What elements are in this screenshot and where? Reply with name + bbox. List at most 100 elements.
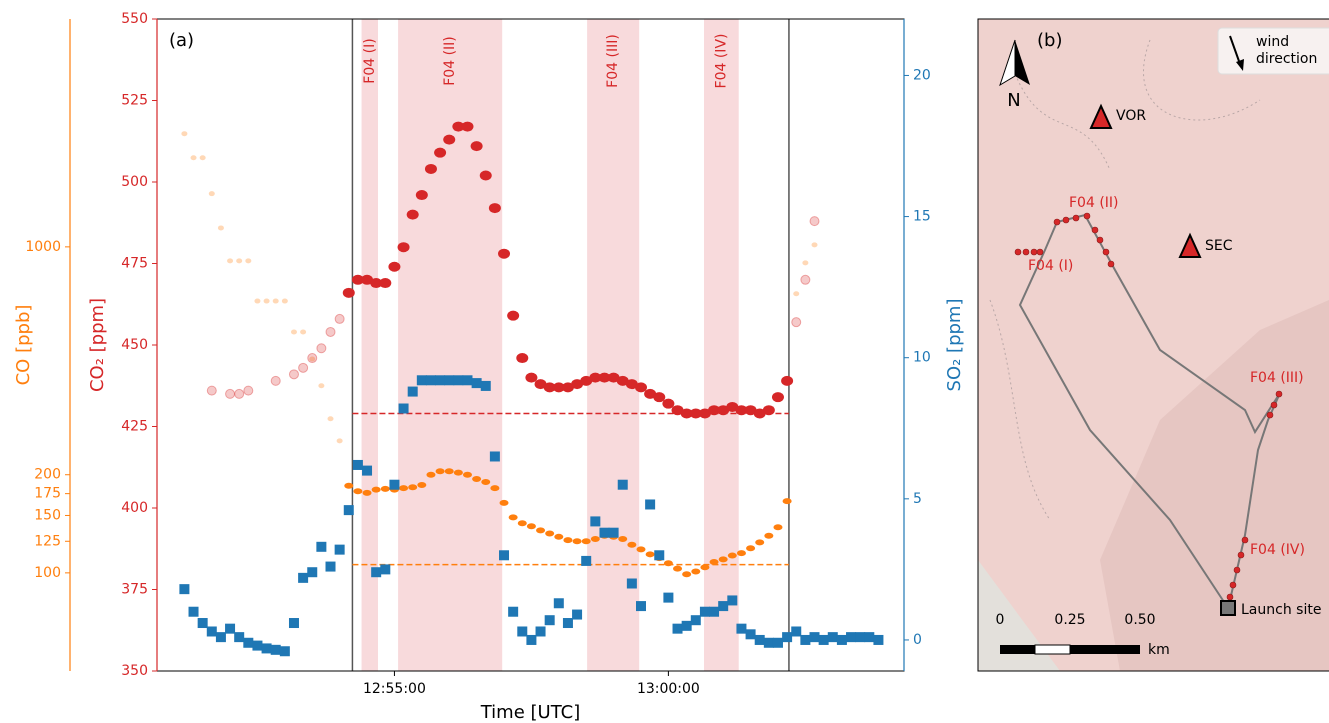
so2-point <box>380 564 390 574</box>
co-point <box>710 559 719 565</box>
co-point <box>328 416 334 421</box>
co-point <box>353 488 362 494</box>
co-point <box>218 225 224 230</box>
flight-label: F04 (IV) <box>713 34 729 89</box>
y-tick-label: 550 <box>121 11 148 27</box>
co2-point <box>498 249 510 259</box>
flight-label: F04 (IV) <box>1250 542 1305 558</box>
y3-tick-label: 1000 <box>25 239 61 255</box>
so2-point <box>855 632 865 642</box>
co-point <box>719 556 728 562</box>
co2-point <box>335 314 344 323</box>
so2-point <box>782 632 792 642</box>
so2-point <box>572 610 582 620</box>
co2-point <box>289 370 298 379</box>
so2-point <box>262 643 272 653</box>
y-tick-label: 500 <box>121 174 148 190</box>
y-tick-label: 475 <box>121 256 148 272</box>
co2-point <box>343 288 355 298</box>
so2-point <box>828 632 838 642</box>
co-point <box>209 191 215 196</box>
co2-point <box>308 354 317 363</box>
so2-point <box>627 579 637 589</box>
co-point <box>802 260 808 265</box>
so2-point <box>307 567 317 577</box>
co-point <box>318 383 324 388</box>
so2-point <box>517 626 527 636</box>
y-axis-label: CO₂ [ppm] <box>87 298 108 392</box>
co-point <box>463 472 472 478</box>
x-tick-label: 12:55:00 <box>363 681 426 697</box>
y-tick-label: 375 <box>121 582 148 598</box>
co-point <box>500 500 509 506</box>
y-tick-label: 400 <box>121 500 148 516</box>
co-point <box>746 545 755 551</box>
co2-point <box>763 405 775 415</box>
co-point <box>509 514 518 520</box>
so2-point <box>326 562 336 572</box>
co2-point <box>271 376 280 385</box>
co2-point <box>781 376 793 386</box>
co2-point <box>434 148 446 158</box>
co2-point <box>244 386 253 395</box>
so2-point <box>335 545 345 555</box>
so2-point <box>389 480 399 490</box>
map: (b) N wind direction VOR SEC F04 (I) F04… <box>978 19 1329 671</box>
so2-point <box>755 635 765 645</box>
so2-point <box>271 645 281 655</box>
y3-tick-label: 200 <box>34 467 61 483</box>
so2-point <box>563 618 573 628</box>
co-point <box>793 291 799 296</box>
flight-label: F04 (II) <box>1069 195 1119 211</box>
north-label: N <box>1007 90 1020 111</box>
co2-point <box>480 170 492 180</box>
so2-point <box>179 584 189 594</box>
co2-point <box>207 386 216 395</box>
y-tick-label: 350 <box>121 663 148 679</box>
co-point <box>454 470 463 476</box>
scale-bar <box>1035 645 1070 654</box>
so2-point <box>225 624 235 634</box>
y2-tick-label: 0 <box>913 632 922 648</box>
co-point <box>554 534 563 540</box>
co-point <box>426 472 435 478</box>
so2-point <box>508 607 518 617</box>
co2-point <box>326 327 335 336</box>
wind-label: wind <box>1256 34 1289 50</box>
y3-tick-label: 175 <box>34 486 61 502</box>
scale-bar <box>1000 645 1035 654</box>
so2-point <box>599 528 609 538</box>
site-label: SEC <box>1205 238 1233 254</box>
co-point <box>536 527 545 533</box>
so2-point <box>618 480 628 490</box>
co2-point <box>635 382 647 392</box>
co-point <box>563 537 572 543</box>
co2-point <box>235 389 244 398</box>
y3-axis-label: CO [ppb] <box>13 305 34 386</box>
so2-point <box>654 550 664 560</box>
wind-label: direction <box>1256 51 1317 67</box>
y-tick-label: 425 <box>121 419 148 435</box>
so2-point <box>554 598 564 608</box>
co-point <box>227 258 233 263</box>
y2-tick-label: 15 <box>913 209 931 225</box>
so2-point <box>636 601 646 611</box>
co-point <box>573 538 582 544</box>
co-point <box>636 546 645 552</box>
co-point <box>773 524 782 530</box>
launch-marker <box>1221 601 1235 615</box>
so2-point <box>536 626 546 636</box>
y-tick-label: 450 <box>121 337 148 353</box>
so2-point <box>453 375 463 385</box>
flight-span <box>704 19 739 671</box>
panel-label: (b) <box>1037 30 1062 51</box>
so2-point <box>791 626 801 636</box>
co-point <box>264 299 270 304</box>
co-point <box>582 538 591 544</box>
co2-point <box>810 217 819 226</box>
so2-point <box>280 646 290 656</box>
co-point <box>399 485 408 491</box>
so2-point <box>864 632 874 642</box>
scale-bar <box>1070 645 1140 654</box>
co-point <box>646 551 655 557</box>
